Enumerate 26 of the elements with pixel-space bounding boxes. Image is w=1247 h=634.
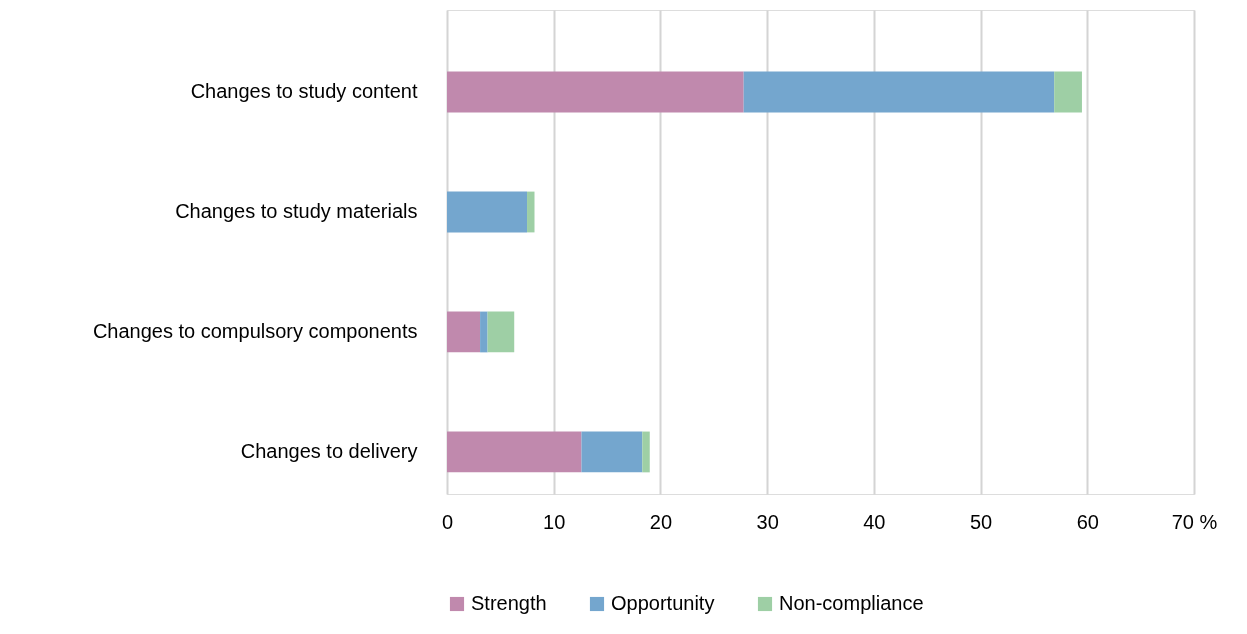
bar xyxy=(642,431,650,473)
y-tick-label: Changes to delivery xyxy=(240,439,418,462)
x-tick-label: 30 xyxy=(756,510,779,533)
y-tick-label: Changes to study content xyxy=(190,80,418,103)
bar xyxy=(487,311,515,353)
bar xyxy=(581,431,643,473)
bar xyxy=(447,191,528,233)
x-tick-label: 70 % xyxy=(1171,510,1218,533)
x-tick-label: 60 xyxy=(1076,510,1099,533)
x-tick-label: 10 xyxy=(543,510,566,533)
bar xyxy=(447,71,744,113)
bar xyxy=(743,71,1055,113)
bar xyxy=(447,311,481,353)
bar xyxy=(447,431,582,473)
x-tick-label: 50 xyxy=(969,510,993,533)
legend-label: Strength xyxy=(471,592,547,614)
bar xyxy=(527,191,535,233)
y-tick-label: Changes to study materials xyxy=(175,199,418,222)
legend-label: Opportunity xyxy=(611,592,715,614)
x-tick-label: 0 xyxy=(441,510,454,533)
y-tick-label: Changes to compulsory components xyxy=(92,319,418,342)
bar xyxy=(1054,71,1082,113)
bar xyxy=(480,311,488,353)
x-tick-label: 40 xyxy=(863,510,886,533)
x-tick-label: 20 xyxy=(649,510,673,533)
legend-label: Non-compliance xyxy=(779,592,924,614)
